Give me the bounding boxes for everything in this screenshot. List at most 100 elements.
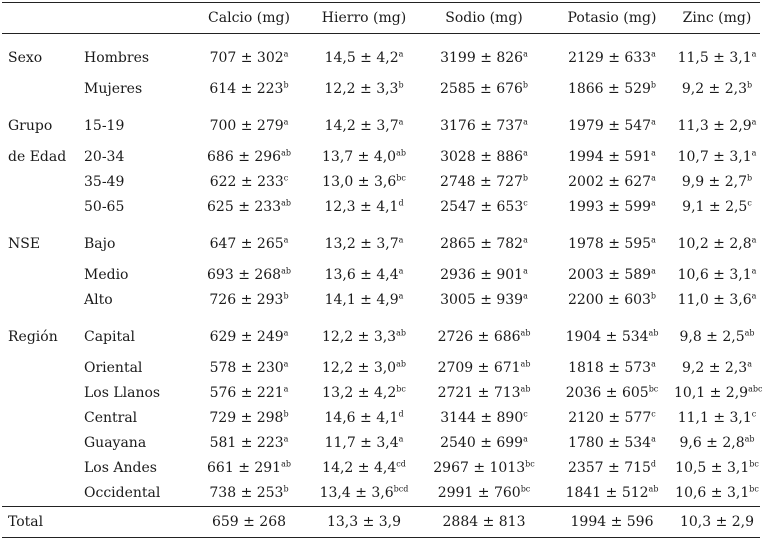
significance-letter: a bbox=[283, 235, 289, 245]
value-cell: 2003 ± 589a bbox=[550, 263, 674, 288]
value-cell: 9,2 ± 2,3b bbox=[674, 77, 760, 102]
table-row: 35-49 622 ± 233c 13,0 ± 3,6bc 2748 ± 727b 20… bbox=[2, 170, 760, 195]
value-text: 581 ± 223 bbox=[209, 435, 284, 451]
value-cell: 11,7 ± 3,4a bbox=[310, 431, 418, 456]
value-cell: 14,2 ± 3,7a bbox=[310, 102, 418, 145]
row-label: Occidental bbox=[84, 485, 161, 501]
table-row: NSE Bajo 647 ± 265a 13,2 ± 3,7a 2865 ± 782a 1… bbox=[2, 220, 760, 263]
significance-letter: a bbox=[523, 291, 528, 301]
value-text: 729 ± 298 bbox=[209, 410, 284, 426]
significance-letter: ab bbox=[281, 148, 291, 158]
value-text: 700 ± 279 bbox=[209, 118, 284, 134]
table-row: de Edad 20-34 686 ± 296ab 13,7 ± 4,0ab 3028 … bbox=[2, 145, 760, 170]
value-cell: 2585 ± 676b bbox=[418, 77, 550, 102]
significance-letter: a bbox=[283, 384, 289, 394]
value-text: 1993 ± 599 bbox=[568, 199, 652, 215]
value-cell: 14,1 ± 4,9a bbox=[310, 288, 418, 313]
significance-letter: a bbox=[751, 49, 757, 59]
row-label: Mujeres bbox=[84, 81, 143, 97]
value-cell: 1994 ± 591a bbox=[550, 145, 674, 170]
value-text: 3144 ± 890 bbox=[440, 410, 524, 426]
value-cell: 3144 ± 890c bbox=[418, 406, 550, 431]
value-cell: 1993 ± 599a bbox=[550, 195, 674, 220]
significance-letter: b bbox=[522, 80, 529, 90]
value-text: 614 ± 223 bbox=[209, 81, 284, 97]
value-cell: 2991 ± 760bc bbox=[418, 481, 550, 507]
significance-letter: a bbox=[283, 434, 289, 444]
value-text: 12,2 ± 3,3 bbox=[322, 329, 397, 345]
significance-letter: bc bbox=[525, 459, 535, 469]
value-cell: 1866 ± 529b bbox=[550, 77, 674, 102]
significance-letter: ab bbox=[281, 198, 291, 208]
header-zinc: Zinc (mg) bbox=[674, 2, 760, 34]
value-cell: 9,8 ± 2,5ab bbox=[674, 313, 760, 356]
significance-letter: b bbox=[747, 173, 753, 183]
value-text: 9,2 ± 2,3 bbox=[681, 81, 748, 97]
total-value: 1994 ± 596 bbox=[550, 506, 674, 538]
value-text: 578 ± 230 bbox=[209, 360, 284, 376]
value-cell: 578 ± 230a bbox=[188, 356, 310, 381]
value-cell: 10,1 ± 2,9abc bbox=[674, 381, 763, 406]
value-text: 629 ± 249 bbox=[209, 329, 284, 345]
value-text: 9,6 ± 2,8 bbox=[679, 435, 745, 451]
significance-letter: ab bbox=[520, 328, 531, 338]
group-label bbox=[2, 406, 78, 431]
table-row: Región Capital 629 ± 249a 12,2 ± 3,3ab 2726 … bbox=[2, 313, 760, 356]
significance-letter: bc bbox=[648, 384, 659, 394]
value-text: 14,2 ± 3,7 bbox=[324, 118, 399, 134]
value-cell: 9,1 ± 2,5c bbox=[674, 195, 760, 220]
significance-letter: a bbox=[747, 359, 752, 369]
value-text: 693 ± 268 bbox=[207, 267, 282, 283]
value-text: 1904 ± 534 bbox=[565, 329, 649, 345]
value-cell: 13,6 ± 4,4a bbox=[310, 263, 418, 288]
significance-letter: bcd bbox=[393, 484, 409, 494]
value-cell: 3028 ± 886a bbox=[418, 145, 550, 170]
value-cell: 2709 ± 671ab bbox=[418, 356, 550, 381]
value-cell: 738 ± 253b bbox=[188, 481, 310, 507]
total-label: Total bbox=[2, 506, 78, 538]
significance-letter: a bbox=[283, 359, 289, 369]
significance-letter: a bbox=[651, 434, 656, 444]
value-text: 10,6 ± 3,1 bbox=[675, 485, 750, 501]
group-label: Región bbox=[8, 329, 58, 345]
value-text: 2129 ± 633 bbox=[568, 50, 652, 66]
value-text: 11,1 ± 3,1 bbox=[677, 410, 752, 426]
value-cell: 13,7 ± 4,0ab bbox=[310, 145, 418, 170]
total-value: 2884 ± 813 bbox=[418, 506, 550, 538]
row-label: 15-19 bbox=[84, 118, 125, 134]
table-row: Alto 726 ± 293b 14,1 ± 4,9a 3005 ± 939a 2200… bbox=[2, 288, 760, 313]
group-label: de Edad bbox=[8, 149, 67, 165]
value-text: 9,1 ± 2,5 bbox=[682, 199, 748, 215]
significance-letter: a bbox=[398, 49, 404, 59]
value-text: 661 ± 291 bbox=[207, 460, 282, 476]
value-text: 13,0 ± 3,6 bbox=[322, 174, 397, 190]
row-label: Capital bbox=[84, 329, 135, 345]
significance-letter: b bbox=[398, 80, 404, 90]
value-text: 2585 ± 676 bbox=[439, 81, 523, 97]
significance-letter: a bbox=[523, 148, 528, 158]
value-text: 9,8 ± 2,5 bbox=[679, 329, 745, 345]
value-cell: 1979 ± 547a bbox=[550, 102, 674, 145]
row-label: 35-49 bbox=[84, 174, 125, 190]
value-cell: 1780 ± 534a bbox=[550, 431, 674, 456]
row-label: Medio bbox=[84, 267, 129, 283]
significance-letter: ab bbox=[520, 359, 531, 369]
significance-letter: ab bbox=[396, 359, 406, 369]
table-row: Sexo Hombres 707 ± 302a 14,5 ± 4,2a 3199 ± 8… bbox=[2, 34, 760, 78]
value-text: 9,9 ± 2,7 bbox=[681, 174, 748, 190]
value-cell: 625 ± 233ab bbox=[188, 195, 310, 220]
value-text: 11,3 ± 2,9 bbox=[677, 118, 752, 134]
header-cell bbox=[2, 2, 78, 34]
value-text: 2200 ± 603 bbox=[567, 292, 651, 308]
significance-letter: a bbox=[398, 117, 404, 127]
value-cell: 2726 ± 686ab bbox=[418, 313, 550, 356]
significance-letter: a bbox=[651, 266, 656, 276]
value-cell: 9,9 ± 2,7b bbox=[674, 170, 760, 195]
value-cell: 2547 ± 653c bbox=[418, 195, 550, 220]
value-text: 13,2 ± 4,2 bbox=[322, 385, 397, 401]
significance-letter: abc bbox=[748, 384, 763, 394]
row-label: Los Llanos bbox=[84, 385, 161, 401]
value-text: 2967 ± 1013 bbox=[433, 460, 526, 476]
table-row: Los Llanos 576 ± 221a 13,2 ± 4,2bc 2721 ± 7… bbox=[2, 381, 763, 406]
